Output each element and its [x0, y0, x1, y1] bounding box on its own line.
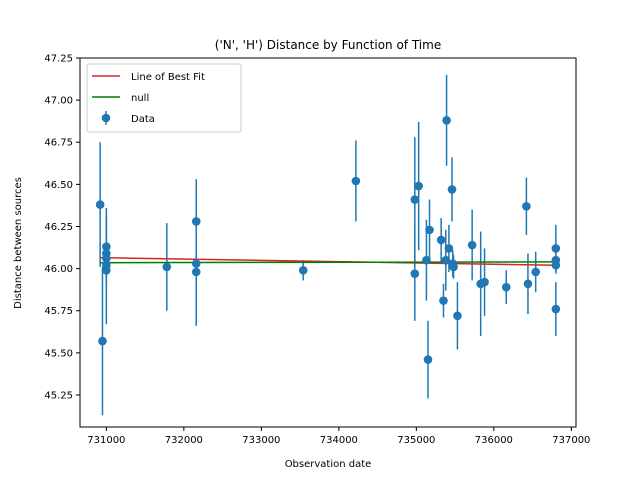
data-point [414, 181, 423, 191]
data-point [441, 255, 451, 265]
data-point [522, 201, 531, 211]
data-point [442, 116, 451, 125]
data-point [423, 355, 433, 364]
y-axis-label: Distance between sources [13, 177, 24, 309]
x-tick-label: 734000 [320, 435, 358, 446]
data-point [98, 336, 107, 346]
legend-label: Data [131, 114, 155, 125]
x-tick-label: 732000 [165, 435, 203, 446]
data-point [191, 217, 201, 226]
data-point [351, 176, 361, 186]
x-axis-label: Observation date [285, 459, 372, 470]
legend-label: null [131, 93, 149, 104]
data-point [439, 296, 448, 305]
data-point [453, 311, 462, 321]
data-point [551, 244, 561, 253]
data-point [95, 200, 105, 209]
x-tick-label: 736000 [475, 435, 513, 446]
legend-label: Line of Best Fit [131, 72, 205, 83]
chart-title: ('N', 'H') Distance by Function of Time [215, 38, 441, 52]
data-point [162, 262, 172, 272]
plot-area [95, 74, 561, 416]
data-point [449, 262, 458, 272]
data-point [551, 304, 561, 314]
data-point [436, 235, 446, 245]
y-tick-label: 47.25 [44, 54, 73, 65]
series-line [100, 256, 557, 266]
data-point [467, 240, 477, 250]
x-tick-label: 735000 [397, 435, 435, 446]
data-point [102, 242, 111, 252]
data-point [410, 269, 420, 278]
y-tick-label: 45.25 [44, 390, 73, 401]
data-point [422, 255, 431, 265]
data-point [447, 185, 457, 194]
data-point [551, 260, 561, 270]
data-point [191, 259, 201, 268]
y-tick-label: 46.75 [44, 138, 73, 149]
y-tick-label: 46.25 [44, 222, 73, 233]
data-point [501, 282, 511, 292]
data-point [191, 267, 201, 277]
data-point [480, 277, 489, 287]
data-point [102, 254, 111, 263]
data-point [531, 267, 540, 277]
y-tick-label: 45.50 [44, 348, 73, 359]
legend-box [86, 63, 242, 133]
data-point [444, 244, 454, 253]
data-point [298, 266, 308, 275]
axes-frame [79, 57, 577, 428]
legend-swatch-marker [101, 113, 111, 123]
y-tick-label: 45.75 [44, 306, 73, 317]
y-tick-label: 46.00 [44, 264, 73, 275]
axes: 731000 732000 733000 734000 735000 736000 7370… [44, 54, 590, 447]
y-tick-label: 47.00 [44, 96, 73, 107]
x-tick-label: 733000 [242, 435, 280, 446]
data-point [102, 266, 111, 275]
legend: Line of Best Fit null Data [86, 63, 242, 133]
x-tick-label: 737000 [552, 435, 590, 446]
data-point [523, 279, 533, 289]
y-tick-label: 46.50 [44, 180, 73, 191]
data-point [410, 195, 420, 204]
series-line [100, 261, 557, 264]
data-point [425, 225, 434, 235]
x-tick-label: 731000 [87, 435, 125, 446]
